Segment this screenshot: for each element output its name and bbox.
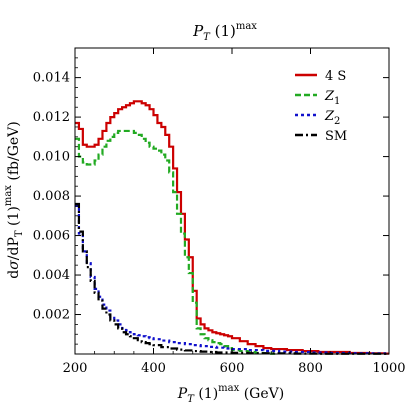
y-tick-label: 0.014 [33,71,70,86]
legend-label-2: Z2 [324,109,340,127]
chart-title: PT (1)max [192,21,257,43]
legend-label-0: 4 S [325,69,346,84]
x-axis-label: PT (1)max (GeV) [177,383,284,405]
y-axis-label: dσ/dPT (1)max (fb/GeV) [3,121,25,279]
series-line-0 [75,100,389,355]
y-tick-label: 0.010 [33,150,70,165]
svg-text:PT (1)max: PT (1)max [192,21,257,43]
y-tick-label: 0.012 [33,110,70,125]
y-tick-label: 0.002 [33,308,70,323]
svg-text:dσ/dPT (1)max (fb/GeV): dσ/dPT (1)max (fb/GeV) [3,121,25,279]
x-tick-label: 400 [141,361,166,376]
series-line-2 [75,204,389,355]
plot-frame [74,47,390,355]
legend: 4 S Z1 Z2 SM [295,69,347,144]
x-tick-label: 600 [220,361,245,376]
x-tick-label: 800 [298,361,323,376]
axes: 200 400 600 800 1000 0.002 0.004 0.006 0.008 0.01… [33,47,406,376]
y-tick-label: 0.004 [33,268,70,283]
y-tick-label: 0.006 [33,229,70,244]
legend-label-3: SM [325,129,347,144]
y-tick-label: 0.008 [33,189,70,204]
svg-text:PT (1)max (GeV): PT (1)max (GeV) [177,383,284,405]
x-tick-label: 1000 [372,361,405,376]
x-tick-label: 200 [63,361,88,376]
series-line-1 [75,129,276,355]
legend-label-1: Z1 [324,89,340,107]
series-line-3 [75,202,389,355]
